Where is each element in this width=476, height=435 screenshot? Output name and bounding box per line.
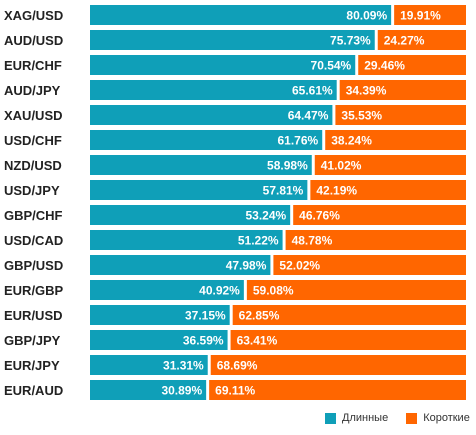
long-bar: [90, 255, 271, 275]
short-bar: [293, 205, 466, 225]
legend-swatch-long: [325, 412, 336, 424]
short-bar: [335, 105, 466, 125]
pair-label: GBP/USD: [4, 258, 63, 273]
short-bar: [358, 55, 466, 75]
pair-label: XAG/USD: [4, 8, 63, 23]
pair-label: AUD/USD: [4, 33, 63, 48]
long-value-label: 58.98%: [267, 159, 308, 173]
pair-label: GBP/JPY: [4, 333, 61, 348]
long-bar: [90, 205, 291, 225]
long-bar: [90, 55, 356, 75]
sentiment-bar-chart: XAG/USD 80.09% 19.91% AUD/USD 75.73% 24.27% EU…: [4, 5, 466, 400]
long-value-label: 75.73%: [330, 34, 371, 48]
pair-label: USD/CHF: [4, 133, 62, 148]
short-bar: [325, 130, 466, 150]
pair-label: EUR/CHF: [4, 58, 62, 73]
short-value-label: 42.19%: [316, 184, 357, 198]
legend-label-short: Короткие: [423, 412, 470, 424]
long-bar: [90, 5, 392, 25]
pair-label: EUR/GBP: [4, 283, 64, 298]
long-bar: [90, 305, 230, 325]
long-value-label: 40.92%: [199, 284, 240, 298]
short-bar: [246, 280, 466, 300]
short-bar: [232, 305, 466, 325]
short-value-label: 29.46%: [364, 59, 405, 73]
short-value-label: 34.39%: [346, 84, 387, 98]
short-value-label: 48.78%: [292, 234, 333, 248]
pair-label: GBP/CHF: [4, 208, 63, 223]
long-value-label: 64.47%: [288, 109, 329, 123]
long-value-label: 30.89%: [161, 384, 202, 398]
short-value-label: 63.41%: [237, 334, 278, 348]
short-value-label: 52.02%: [279, 259, 320, 273]
long-value-label: 61.76%: [278, 134, 319, 148]
short-bar: [314, 155, 466, 175]
pair-label: EUR/AUD: [4, 383, 63, 398]
short-bar: [377, 30, 466, 50]
pair-label: AUD/JPY: [4, 83, 61, 98]
legend-label-long: Длинные: [342, 412, 389, 424]
long-bar: [90, 230, 283, 250]
long-bar: [90, 30, 375, 50]
short-value-label: 41.02%: [321, 159, 362, 173]
long-value-label: 31.31%: [163, 359, 204, 373]
long-value-label: 70.54%: [311, 59, 352, 73]
short-bar: [310, 180, 466, 200]
long-bar: [90, 80, 337, 100]
pair-label: XAU/USD: [4, 108, 63, 123]
short-value-label: 68.69%: [217, 359, 258, 373]
short-value-label: 62.85%: [239, 309, 280, 323]
long-bar: [90, 105, 333, 125]
pair-label: USD/JPY: [4, 183, 60, 198]
short-value-label: 46.76%: [299, 209, 340, 223]
short-bar: [273, 255, 466, 275]
pair-label: USD/CAD: [4, 233, 63, 248]
long-value-label: 53.24%: [245, 209, 286, 223]
long-bar: [90, 330, 228, 350]
short-bar: [339, 80, 466, 100]
short-bar: [210, 355, 466, 375]
short-value-label: 69.11%: [215, 384, 255, 398]
short-bar: [230, 330, 466, 350]
long-bar: [90, 130, 323, 150]
long-bar: [90, 380, 207, 400]
short-bar: [209, 380, 466, 400]
short-bar: [394, 5, 466, 25]
long-value-label: 51.22%: [238, 234, 279, 248]
short-value-label: 38.24%: [331, 134, 372, 148]
long-bar: [90, 355, 208, 375]
short-value-label: 59.08%: [253, 284, 294, 298]
chart-legend: Длинные Короткие: [325, 412, 476, 424]
long-value-label: 57.81%: [263, 184, 304, 198]
legend-item-short: Короткие: [406, 412, 470, 424]
long-value-label: 36.59%: [183, 334, 224, 348]
pair-label: EUR/USD: [4, 308, 63, 323]
short-value-label: 19.91%: [400, 9, 441, 23]
long-value-label: 37.15%: [185, 309, 226, 323]
pair-label: EUR/JPY: [4, 358, 60, 373]
pair-label: NZD/USD: [4, 158, 62, 173]
long-bar: [90, 155, 312, 175]
long-value-label: 47.98%: [226, 259, 267, 273]
long-value-label: 65.61%: [292, 84, 333, 98]
long-bar: [90, 180, 308, 200]
long-bar: [90, 280, 244, 300]
short-value-label: 24.27%: [384, 34, 425, 48]
legend-item-long: Длинные: [325, 412, 388, 424]
short-value-label: 35.53%: [341, 109, 382, 123]
long-value-label: 80.09%: [346, 9, 387, 23]
legend-swatch-short: [406, 412, 418, 424]
short-bar: [285, 230, 466, 250]
